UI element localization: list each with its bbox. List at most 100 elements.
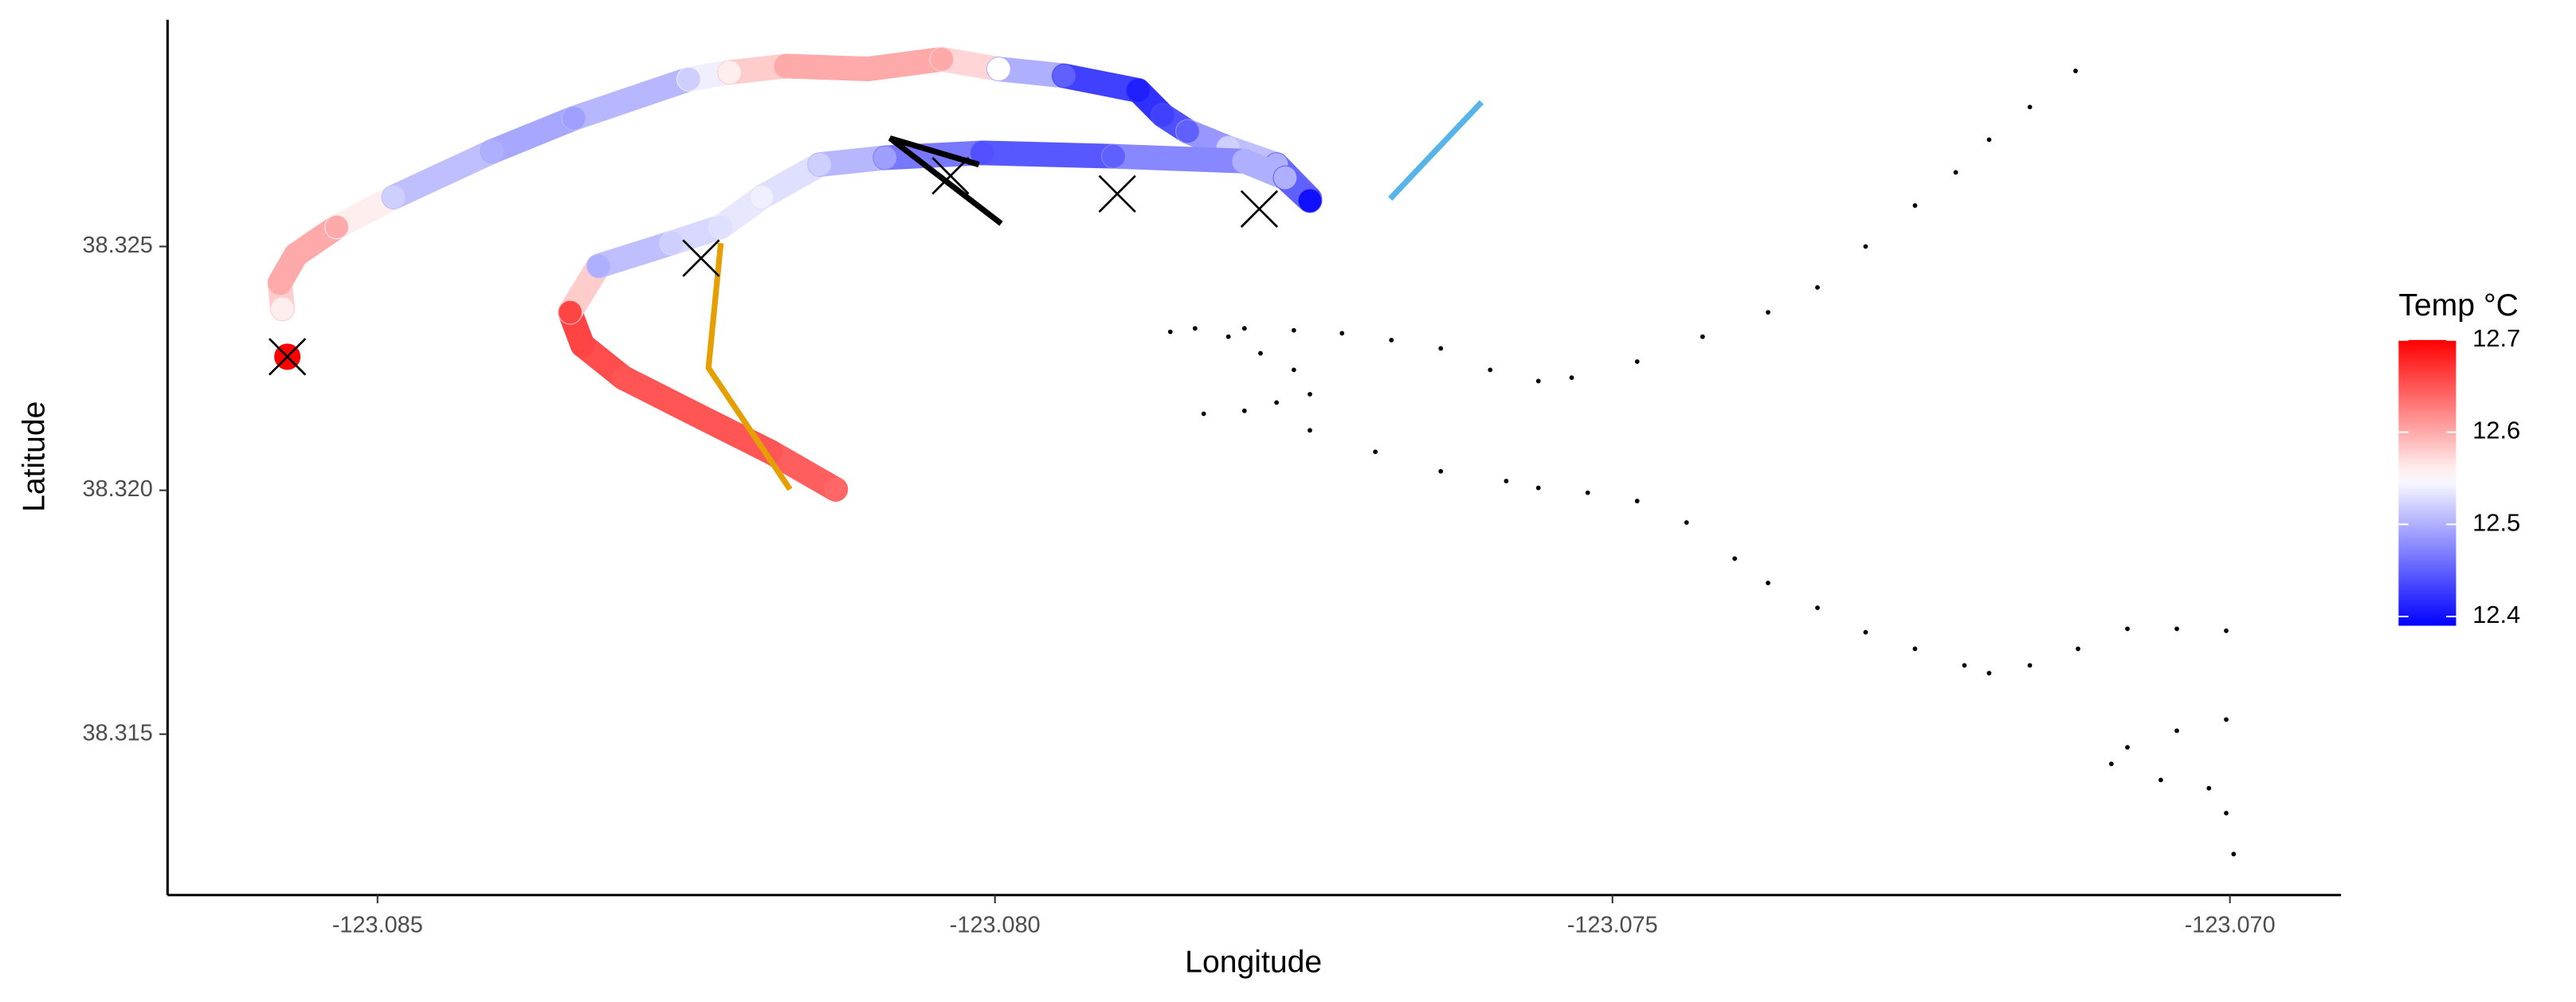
track-point — [676, 68, 700, 91]
dot — [1535, 485, 1541, 491]
track-point — [774, 54, 798, 78]
dot — [1339, 331, 1345, 336]
track-point — [611, 366, 635, 389]
track-point — [718, 61, 741, 84]
colorbar-label: 12.6 — [2472, 417, 2520, 444]
track-point — [750, 186, 774, 209]
track-point — [856, 57, 880, 81]
colorbar-label: 12.5 — [2472, 508, 2520, 536]
plot-area — [267, 46, 2237, 857]
dot — [1986, 137, 1992, 143]
track-point — [660, 231, 684, 255]
dot — [1274, 400, 1280, 405]
cross-marker — [269, 338, 307, 376]
dot — [2206, 785, 2212, 791]
track-point — [562, 107, 586, 130]
dot — [1291, 367, 1296, 373]
dot — [1225, 334, 1231, 339]
line — [705, 242, 793, 491]
track-segment — [381, 139, 505, 210]
dot — [1438, 468, 1444, 474]
track-point — [559, 300, 582, 324]
track-segment — [1101, 143, 1257, 174]
track-point — [709, 215, 733, 239]
track-segment — [1052, 63, 1151, 104]
colorbar — [2398, 339, 2456, 626]
dot — [1504, 479, 1509, 483]
dot — [2174, 626, 2179, 632]
dot — [1634, 499, 1640, 503]
dot — [1912, 203, 1918, 208]
dot — [1241, 408, 1247, 413]
track-point — [808, 153, 832, 177]
dot — [2073, 68, 2078, 73]
cross-marker — [1240, 190, 1279, 228]
track-point — [1053, 64, 1076, 88]
track-segment — [774, 53, 880, 82]
dot — [1912, 646, 1918, 652]
track-segment — [970, 140, 1127, 169]
colorbar-label: 12.7 — [2472, 324, 2520, 352]
dot — [2224, 628, 2229, 633]
dot — [1815, 605, 1820, 611]
dot — [1488, 367, 1493, 373]
cross-marker — [931, 157, 970, 195]
dot — [1535, 378, 1541, 384]
dot — [1201, 411, 1206, 417]
y-tick-label: 38.315 — [82, 720, 152, 746]
dot — [2224, 717, 2229, 722]
x-axis-title: Longitude — [1185, 945, 1322, 980]
track-point — [676, 399, 700, 423]
dot — [2224, 811, 2229, 816]
track-point — [970, 141, 994, 165]
track-point — [1151, 104, 1174, 127]
track-segment — [676, 398, 783, 464]
dot — [1373, 449, 1378, 455]
track-point — [570, 333, 594, 357]
dot — [1634, 359, 1640, 364]
track-segment — [586, 230, 684, 279]
dot — [2027, 104, 2033, 110]
track-point — [759, 440, 782, 464]
track-point — [268, 271, 292, 295]
dot — [2158, 777, 2163, 783]
dot — [1815, 285, 1820, 290]
dot — [1167, 329, 1173, 335]
dot — [1258, 350, 1263, 356]
track-point — [873, 146, 897, 170]
dot — [1700, 334, 1705, 339]
track-segment — [480, 105, 586, 164]
dot — [1766, 310, 1770, 315]
dot — [1962, 663, 1967, 668]
x-tick-label: -123.075 — [1567, 913, 1658, 938]
track-point — [1102, 144, 1125, 168]
dot — [1291, 327, 1296, 333]
track-point — [1273, 166, 1297, 190]
dot — [1585, 490, 1590, 495]
track-point — [382, 186, 406, 209]
dot — [2108, 761, 2114, 766]
cross-marker — [1098, 174, 1136, 213]
cross-marker — [682, 239, 720, 277]
colorbar-label: 12.4 — [2472, 601, 2520, 628]
dot — [2174, 728, 2179, 734]
dot — [2076, 646, 2080, 652]
dot — [1438, 346, 1444, 351]
track-point — [325, 215, 349, 239]
track-point — [1127, 79, 1150, 102]
track-point — [284, 243, 308, 267]
track-segment — [758, 439, 849, 502]
track-segment — [855, 46, 955, 82]
y-axis-title: Latitude — [18, 401, 52, 512]
x-tick-label: -123.070 — [2185, 913, 2276, 938]
track-point — [1233, 149, 1257, 173]
dot — [1684, 520, 1689, 525]
track-segment — [872, 140, 995, 170]
x-tick-label: -123.085 — [332, 913, 423, 938]
dot — [1308, 428, 1312, 433]
x-tick-label: -123.080 — [950, 913, 1041, 938]
dot — [2231, 851, 2237, 857]
track-point — [1176, 119, 1199, 143]
